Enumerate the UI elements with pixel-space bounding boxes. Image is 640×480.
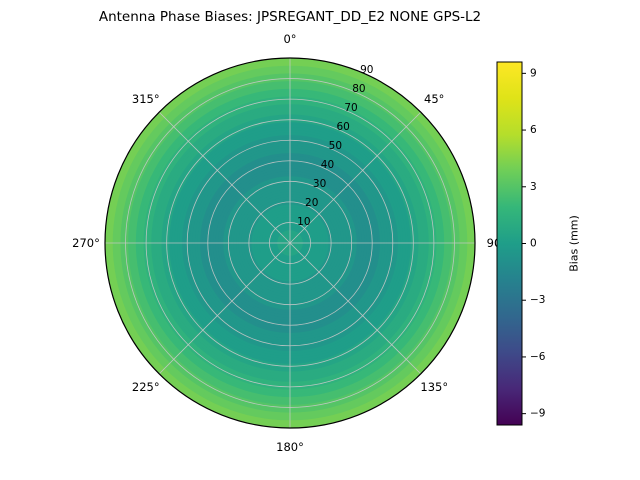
radial-tick-labels: 10 20 30 40 50 60 70 80 90 <box>297 64 373 228</box>
radial-tick-label: 70 <box>344 102 357 114</box>
radial-tick-label: 90 <box>360 64 373 76</box>
radial-tick-label: 50 <box>329 140 342 152</box>
radial-tick-label: 40 <box>321 159 334 171</box>
angular-grid-spoke <box>289 111 422 244</box>
radial-tick-label: 80 <box>352 83 365 95</box>
colorbar-tick-label: −3 <box>530 294 545 306</box>
radial-tick-label: 30 <box>313 178 326 190</box>
angular-grid-spoke <box>158 111 291 244</box>
radial-tick-label: 10 <box>297 216 310 228</box>
angular-tick-label: 270° <box>72 236 100 250</box>
colorbar-tick-label: 9 <box>530 67 537 79</box>
chart-title: Antenna Phase Biases: JPSREGANT_DD_E2 NO… <box>98 9 482 25</box>
angular-tick-label: 315° <box>132 92 160 106</box>
angular-tick-label: 135° <box>420 380 448 394</box>
colorbar-tick-label: −9 <box>530 408 545 420</box>
colorbar-tick-label: 6 <box>530 124 537 136</box>
colorbar-gradient <box>497 62 522 425</box>
colorbar-ticks: 9 6 3 0 −3 −6 −9 <box>522 67 546 420</box>
colorbar-tick-label: 3 <box>530 181 537 193</box>
polar-grid <box>104 57 476 429</box>
angular-tick-label: 225° <box>132 380 160 394</box>
radial-tick-label: 60 <box>337 121 350 133</box>
colorbar-tick-label: −6 <box>530 351 546 363</box>
angular-grid-spoke <box>289 242 422 375</box>
polar-axis-outline <box>104 57 476 429</box>
colorbar-tick-label: 0 <box>530 238 537 250</box>
angular-tick-label: 180° <box>276 440 304 454</box>
radial-tick-label: 20 <box>305 197 318 209</box>
angular-tick-label: 45° <box>424 92 444 106</box>
colorbar-axis-label: Bias (mm) <box>568 215 581 272</box>
angular-grid-spoke <box>158 242 291 375</box>
angular-tick-label: 0° <box>283 32 296 46</box>
